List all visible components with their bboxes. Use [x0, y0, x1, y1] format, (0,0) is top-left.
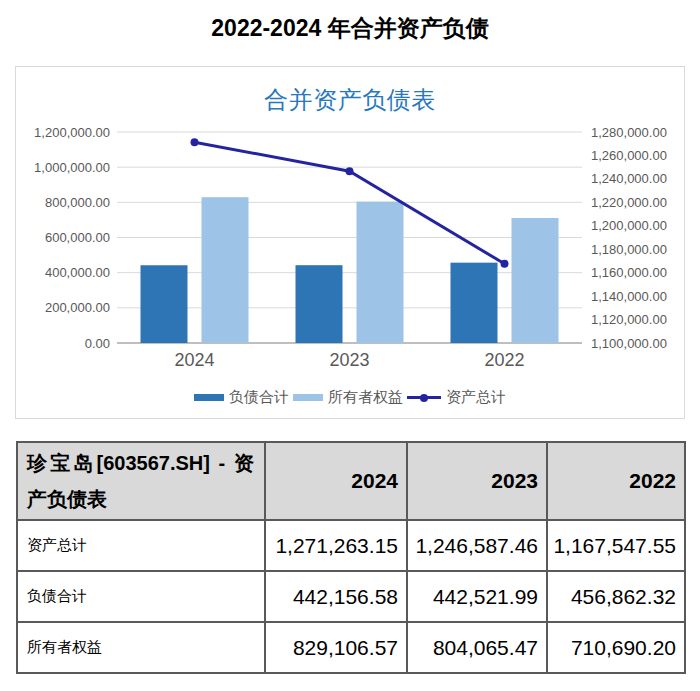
left-axis-label: 400,000.00 [45, 265, 110, 280]
chart-legend: 负债合计 所有者权益 资产总计 [16, 388, 684, 407]
cell-equity-2022: 710,690.20 [547, 622, 685, 673]
right-axis-label: 1,180,000.00 [591, 242, 667, 257]
right-axis-label: 1,260,000.00 [591, 148, 667, 163]
x-axis-label: 2023 [329, 350, 369, 370]
left-axis-label: 1,200,000.00 [34, 125, 110, 140]
legend-item-liabilities: 负债合计 [194, 388, 289, 407]
page: 2022-2024 年合并资产负债 1,200,000.00 1,000,000.… [0, 0, 700, 691]
right-axis-label: 1,220,000.00 [591, 195, 667, 210]
cell-equity-2023: 804,065.47 [407, 622, 547, 673]
right-axis-label: 1,140,000.00 [591, 289, 667, 304]
legend-swatch-equity [293, 394, 323, 401]
cell-assets-2022: 1,167,547.55 [547, 520, 685, 571]
cell-liabilities-2024: 442,156.58 [265, 571, 407, 622]
cell-liabilities-2022: 456,862.32 [547, 571, 685, 622]
left-axis-label: 1,000,000.00 [34, 160, 110, 175]
chart-container: 1,200,000.00 1,000,000.00 800,000.00 600,00… [15, 66, 685, 419]
row-label-liabilities: 负债合计 [17, 571, 265, 622]
assets-line-marker [191, 138, 199, 146]
legend-label-equity: 所有者权益 [328, 388, 403, 407]
col-header-2022: 2022 [547, 442, 685, 520]
row-label-equity: 所有者权益 [17, 622, 265, 673]
left-axis-label: 800,000.00 [45, 195, 110, 210]
table-row-liabilities: 负债合计 442,156.58 442,521.99 456,862.32 [17, 571, 685, 622]
left-axis-label: 200,000.00 [45, 300, 110, 315]
assets-line-marker [501, 260, 509, 268]
row-label-assets: 资产总计 [17, 520, 265, 571]
right-axis-label: 1,240,000.00 [591, 171, 667, 186]
x-axis-label: 2022 [484, 350, 524, 370]
col-header-2023: 2023 [407, 442, 547, 520]
bar-liabilities-2024 [141, 265, 188, 343]
table-title-cell: 珍宝岛[603567.SH] - 资产负债表 [17, 442, 265, 520]
chart-title: 合并资产负债表 [16, 84, 684, 116]
cell-assets-2023: 1,246,587.46 [407, 520, 547, 571]
legend-item-assets: 资产总计 [407, 388, 506, 407]
table-row-assets: 资产总计 1,271,263.15 1,246,587.46 1,167,547… [17, 520, 685, 571]
legend-swatch-liabilities [194, 394, 224, 401]
combo-chart: 1,200,000.00 1,000,000.00 800,000.00 600,00… [16, 67, 684, 418]
cell-equity-2024: 829,106.57 [265, 622, 407, 673]
right-axis-label: 1,100,000.00 [591, 336, 667, 351]
left-axis-label: 600,000.00 [45, 230, 110, 245]
bar-liabilities-2022 [451, 263, 498, 343]
bar-equity-2023 [357, 202, 404, 343]
page-title: 2022-2024 年合并资产负债 [0, 13, 700, 44]
table-header-row: 珍宝岛[603567.SH] - 资产负债表 2024 2023 2022 [17, 442, 685, 520]
cell-liabilities-2023: 442,521.99 [407, 571, 547, 622]
balance-sheet-table: 珍宝岛[603567.SH] - 资产负债表 2024 2023 2022 资产… [16, 441, 686, 674]
right-axis-label: 1,120,000.00 [591, 312, 667, 327]
legend-label-assets: 资产总计 [446, 388, 506, 407]
bar-equity-2024 [202, 197, 249, 343]
left-axis-label: 0.00 [85, 336, 110, 351]
legend-swatch-assets-line [407, 393, 441, 403]
right-axis-label: 1,160,000.00 [591, 265, 667, 280]
legend-label-liabilities: 负债合计 [229, 388, 289, 407]
right-axis-label: 1,280,000.00 [591, 125, 667, 140]
cell-assets-2024: 1,271,263.15 [265, 520, 407, 571]
assets-line-marker [346, 167, 354, 175]
bar-liabilities-2023 [296, 265, 343, 343]
bar-equity-2022 [512, 218, 559, 343]
legend-item-equity: 所有者权益 [293, 388, 403, 407]
table-row-equity: 所有者权益 829,106.57 804,065.47 710,690.20 [17, 622, 685, 673]
col-header-2024: 2024 [265, 442, 407, 520]
right-axis-label: 1,200,000.00 [591, 218, 667, 233]
x-axis-label: 2024 [174, 350, 214, 370]
